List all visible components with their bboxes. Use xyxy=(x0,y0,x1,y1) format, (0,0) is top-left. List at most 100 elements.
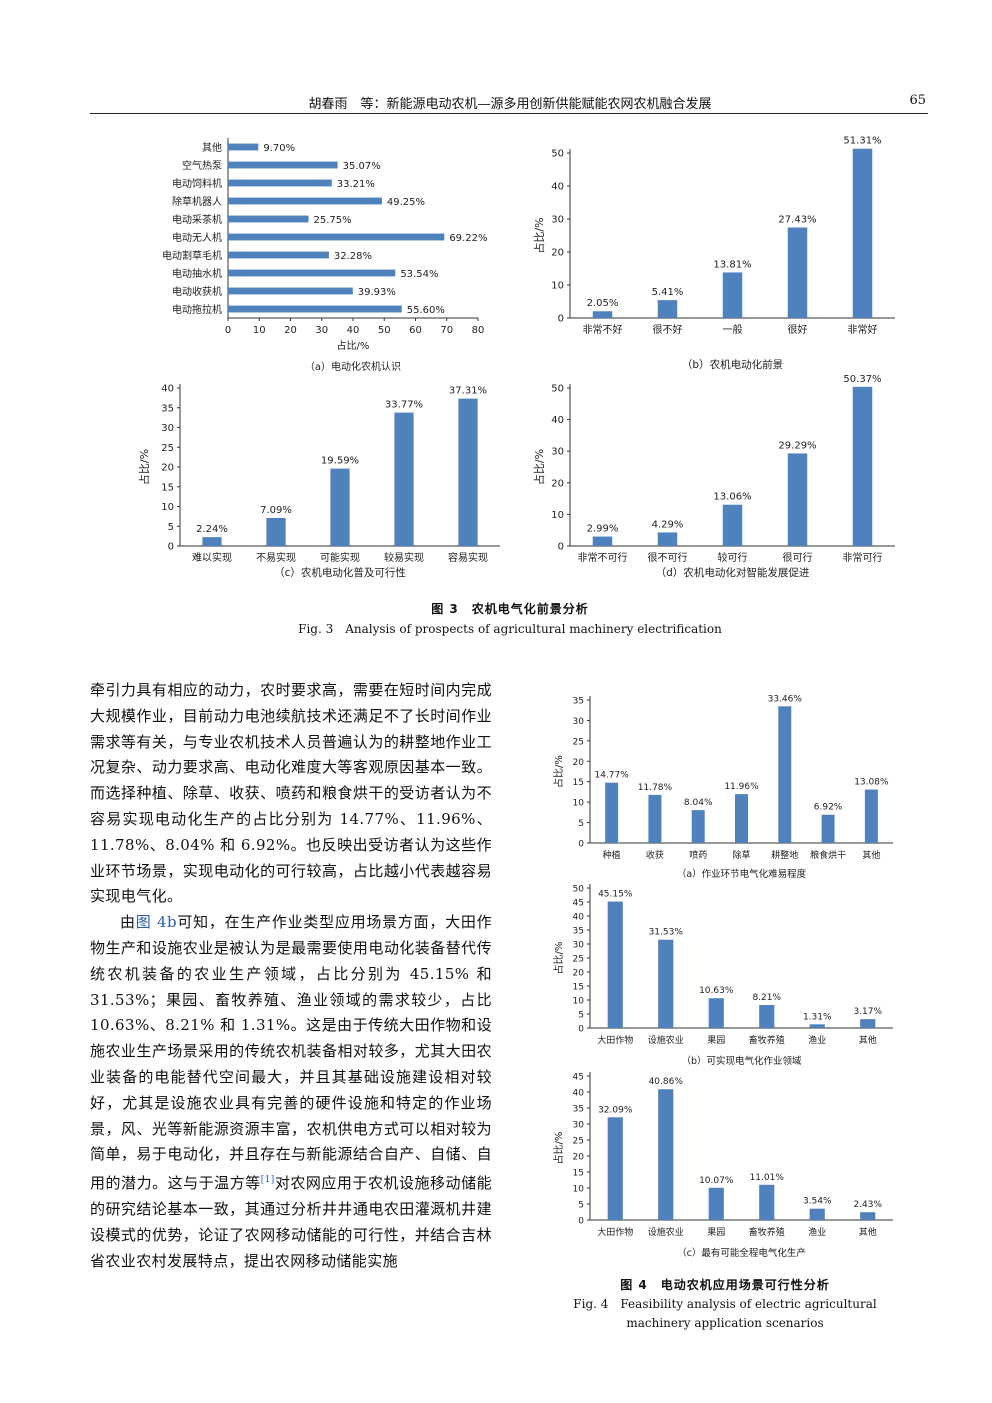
y-axis-label: 占比/% xyxy=(552,1132,565,1165)
tick-label: 20 xyxy=(551,478,564,489)
tick-label: 40 xyxy=(573,1089,585,1099)
category-label: 大田作物 xyxy=(597,1226,633,1238)
data-label: 37.31% xyxy=(449,386,487,397)
data-label: 32.28% xyxy=(334,251,372,262)
category-label: 果园 xyxy=(707,1227,725,1238)
chart-fig4c-full-electrification: 0 5 10 15 20 25 30 35 40 45 32.09% 大田作物 40.86% 设施农业 10… xyxy=(552,1072,893,1259)
data-label: 31.53% xyxy=(649,928,684,938)
tick-label: 10 xyxy=(573,1185,585,1195)
chart-caption: （c）最有可能全程电气化生产 xyxy=(677,1247,806,1259)
tick-label: 30 xyxy=(315,325,328,336)
category-label: 果园 xyxy=(707,1035,725,1046)
data-label: 27.43% xyxy=(778,214,816,225)
data-label: 10.63% xyxy=(699,986,734,996)
bar xyxy=(852,386,873,546)
bar xyxy=(592,536,613,546)
tick-label: 20 xyxy=(284,325,297,336)
category-label: 大田作物 xyxy=(597,1034,633,1046)
data-label: 13.81% xyxy=(713,259,751,270)
data-label: 40.86% xyxy=(649,1077,684,1087)
bar xyxy=(228,251,329,259)
bar xyxy=(648,794,662,843)
category-label: 电动饲料机 xyxy=(172,177,222,190)
data-label: 35.07% xyxy=(343,161,381,172)
bar xyxy=(787,227,808,318)
data-label: 11.78% xyxy=(638,783,673,793)
citation-1-link[interactable]: [1] xyxy=(260,1175,275,1186)
data-label: 5.41% xyxy=(652,287,684,298)
data-label: 10.07% xyxy=(699,1176,734,1186)
tick-label: 25 xyxy=(161,443,174,454)
category-label: 粮食烘干 xyxy=(810,849,846,861)
figure-4b-link[interactable]: 图 4b xyxy=(135,913,177,932)
tick-label: 25 xyxy=(573,955,584,965)
tick-label: 15 xyxy=(573,778,584,788)
chart-fig3d-intelligent-development: 0 10 20 30 40 50 2.99% 非常不可行 4.29% 很不可行 13.06% 较可行 2… xyxy=(532,374,895,579)
bar xyxy=(759,1005,775,1028)
category-label: 非常好 xyxy=(848,323,878,336)
bar xyxy=(228,287,353,295)
data-label: 32.09% xyxy=(598,1105,633,1115)
tick-label: 0 xyxy=(558,542,564,553)
data-label: 2.43% xyxy=(853,1200,882,1210)
tick-label: 10 xyxy=(253,325,266,336)
y-axis-label: 占比/% xyxy=(552,755,565,788)
tick-label: 30 xyxy=(551,447,564,458)
tick-label: 45 xyxy=(573,1073,584,1083)
chart-caption: （b）农机电动化前景 xyxy=(682,358,783,371)
tick-label: 30 xyxy=(573,1121,585,1131)
data-label: 9.70% xyxy=(263,143,295,154)
bar xyxy=(228,197,382,205)
data-label: 11.01% xyxy=(750,1173,785,1183)
chart-fig4b-electrifiable-fields: 0 5 10 15 20 25 30 35 40 45 50 45.15% 大田作物 31.53% 设施农业… xyxy=(552,884,893,1067)
category-label: 较易实现 xyxy=(384,551,424,564)
tick-label: 30 xyxy=(573,941,585,951)
category-label: 除草机器人 xyxy=(172,195,222,208)
tick-label: 45 xyxy=(573,899,584,909)
data-label: 69.22% xyxy=(449,233,487,244)
chart-fig3b-electrification-prospect: 0 10 20 30 40 50 2.05% 非常不好 5.41% 很不好 13.81% 一般 27.4… xyxy=(532,136,895,371)
tick-label: 20 xyxy=(573,1153,585,1163)
bar xyxy=(722,504,743,546)
bar xyxy=(592,311,613,318)
tick-label: 40 xyxy=(551,182,564,193)
chart-fig4a-operation-difficulty: 0 5 10 15 20 25 30 35 14.77% 种植 11.78% 收获 8.04% 喷药 11.… xyxy=(552,694,893,880)
category-label: 非常可行 xyxy=(843,551,883,564)
category-label: 很不可行 xyxy=(648,551,688,564)
fig3-caption-en: Fig. 3 Analysis of prospects of agricult… xyxy=(298,622,722,636)
data-label: 33.77% xyxy=(385,400,423,411)
tick-label: 15 xyxy=(161,482,174,493)
chart-caption: （c）农机电动化普及可行性 xyxy=(274,566,406,579)
fig4-caption-en-line1: Fig. 4 Feasibility analysis of electric … xyxy=(573,1297,877,1311)
bar xyxy=(228,215,309,223)
data-label: 13.06% xyxy=(713,492,751,503)
y-axis-label: 占比/% xyxy=(532,217,546,253)
chart-caption: （b）可实现电气化作业领域 xyxy=(681,1055,802,1067)
tick-label: 20 xyxy=(551,248,564,259)
data-label: 7.09% xyxy=(260,505,292,516)
bar xyxy=(228,161,338,169)
tick-label: 10 xyxy=(551,510,564,521)
tick-label: 25 xyxy=(573,737,584,747)
category-label: 电动采茶机 xyxy=(172,213,222,226)
tick-label: 5 xyxy=(168,522,174,533)
category-label: 耕整地 xyxy=(771,849,798,861)
data-label: 13.08% xyxy=(854,778,889,788)
tick-label: 50 xyxy=(551,149,564,160)
bar xyxy=(864,789,878,843)
bar xyxy=(708,1187,724,1220)
tick-label: 70 xyxy=(440,325,453,336)
fig3-caption-cn: 图 3 农机电气化前景分析 xyxy=(431,602,589,616)
data-label: 39.93% xyxy=(358,287,396,298)
data-label: 53.54% xyxy=(400,269,438,280)
category-label: 喷药 xyxy=(689,850,707,861)
data-label: 1.31% xyxy=(803,1012,832,1022)
fig4-caption-en-line2: machinery application scenarios xyxy=(626,1316,824,1330)
y-axis-label: 占比/% xyxy=(532,449,546,485)
category-label: 渔业 xyxy=(808,1227,826,1238)
category-label: 不易实现 xyxy=(256,551,296,564)
category-label: 种植 xyxy=(603,849,621,861)
tick-label: 30 xyxy=(551,215,564,226)
category-label: 设施农业 xyxy=(648,1034,684,1046)
category-label: 电动无人机 xyxy=(172,231,222,244)
